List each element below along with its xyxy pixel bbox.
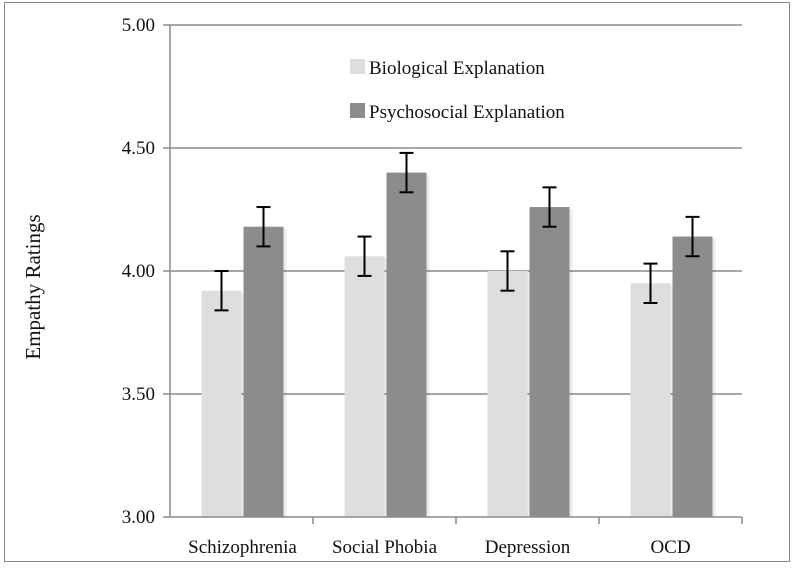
bar-biological-explanation-schizophrenia [201, 290, 242, 517]
bar-biological-explanation-depression [487, 271, 528, 517]
y-tick-labels: 3.00 3.50 4.00 4.50 5.00 [122, 15, 155, 528]
x-category-labels: Schizophrenia Social Phobia Depression OCD [188, 537, 690, 558]
y-axis-title: Empathy Ratings [21, 214, 45, 359]
legend-label: Biological Explanation [369, 58, 545, 79]
bar-psychosocial-explanation-ocd [672, 236, 713, 517]
x-category-label: Depression [485, 537, 571, 558]
legend-swatch [350, 103, 365, 118]
bars [201, 172, 716, 518]
bar-psychosocial-explanation-depression [529, 207, 570, 518]
x-category-label: Schizophrenia [188, 537, 297, 558]
bar-biological-explanation-social-phobia [344, 256, 385, 517]
legend: Biological Explanation Psychosocial Expla… [350, 58, 565, 123]
y-tick-label: 4.00 [122, 261, 155, 282]
y-tick-label: 3.00 [122, 507, 155, 528]
bar-psychosocial-explanation-social-phobia [386, 172, 427, 517]
legend-label: Psychosocial Explanation [369, 102, 565, 123]
y-tick-label: 3.50 [122, 384, 155, 405]
bar-psychosocial-explanation-schizophrenia [243, 226, 284, 517]
x-category-label: OCD [650, 537, 690, 558]
axes [163, 24, 743, 524]
y-tick-label: 5.00 [122, 15, 155, 36]
error-bars [214, 151, 700, 312]
legend-swatch [350, 59, 365, 74]
x-category-label: Social Phobia [332, 537, 438, 558]
bar-biological-explanation-ocd [630, 283, 671, 517]
y-tick-label: 4.50 [122, 138, 155, 159]
